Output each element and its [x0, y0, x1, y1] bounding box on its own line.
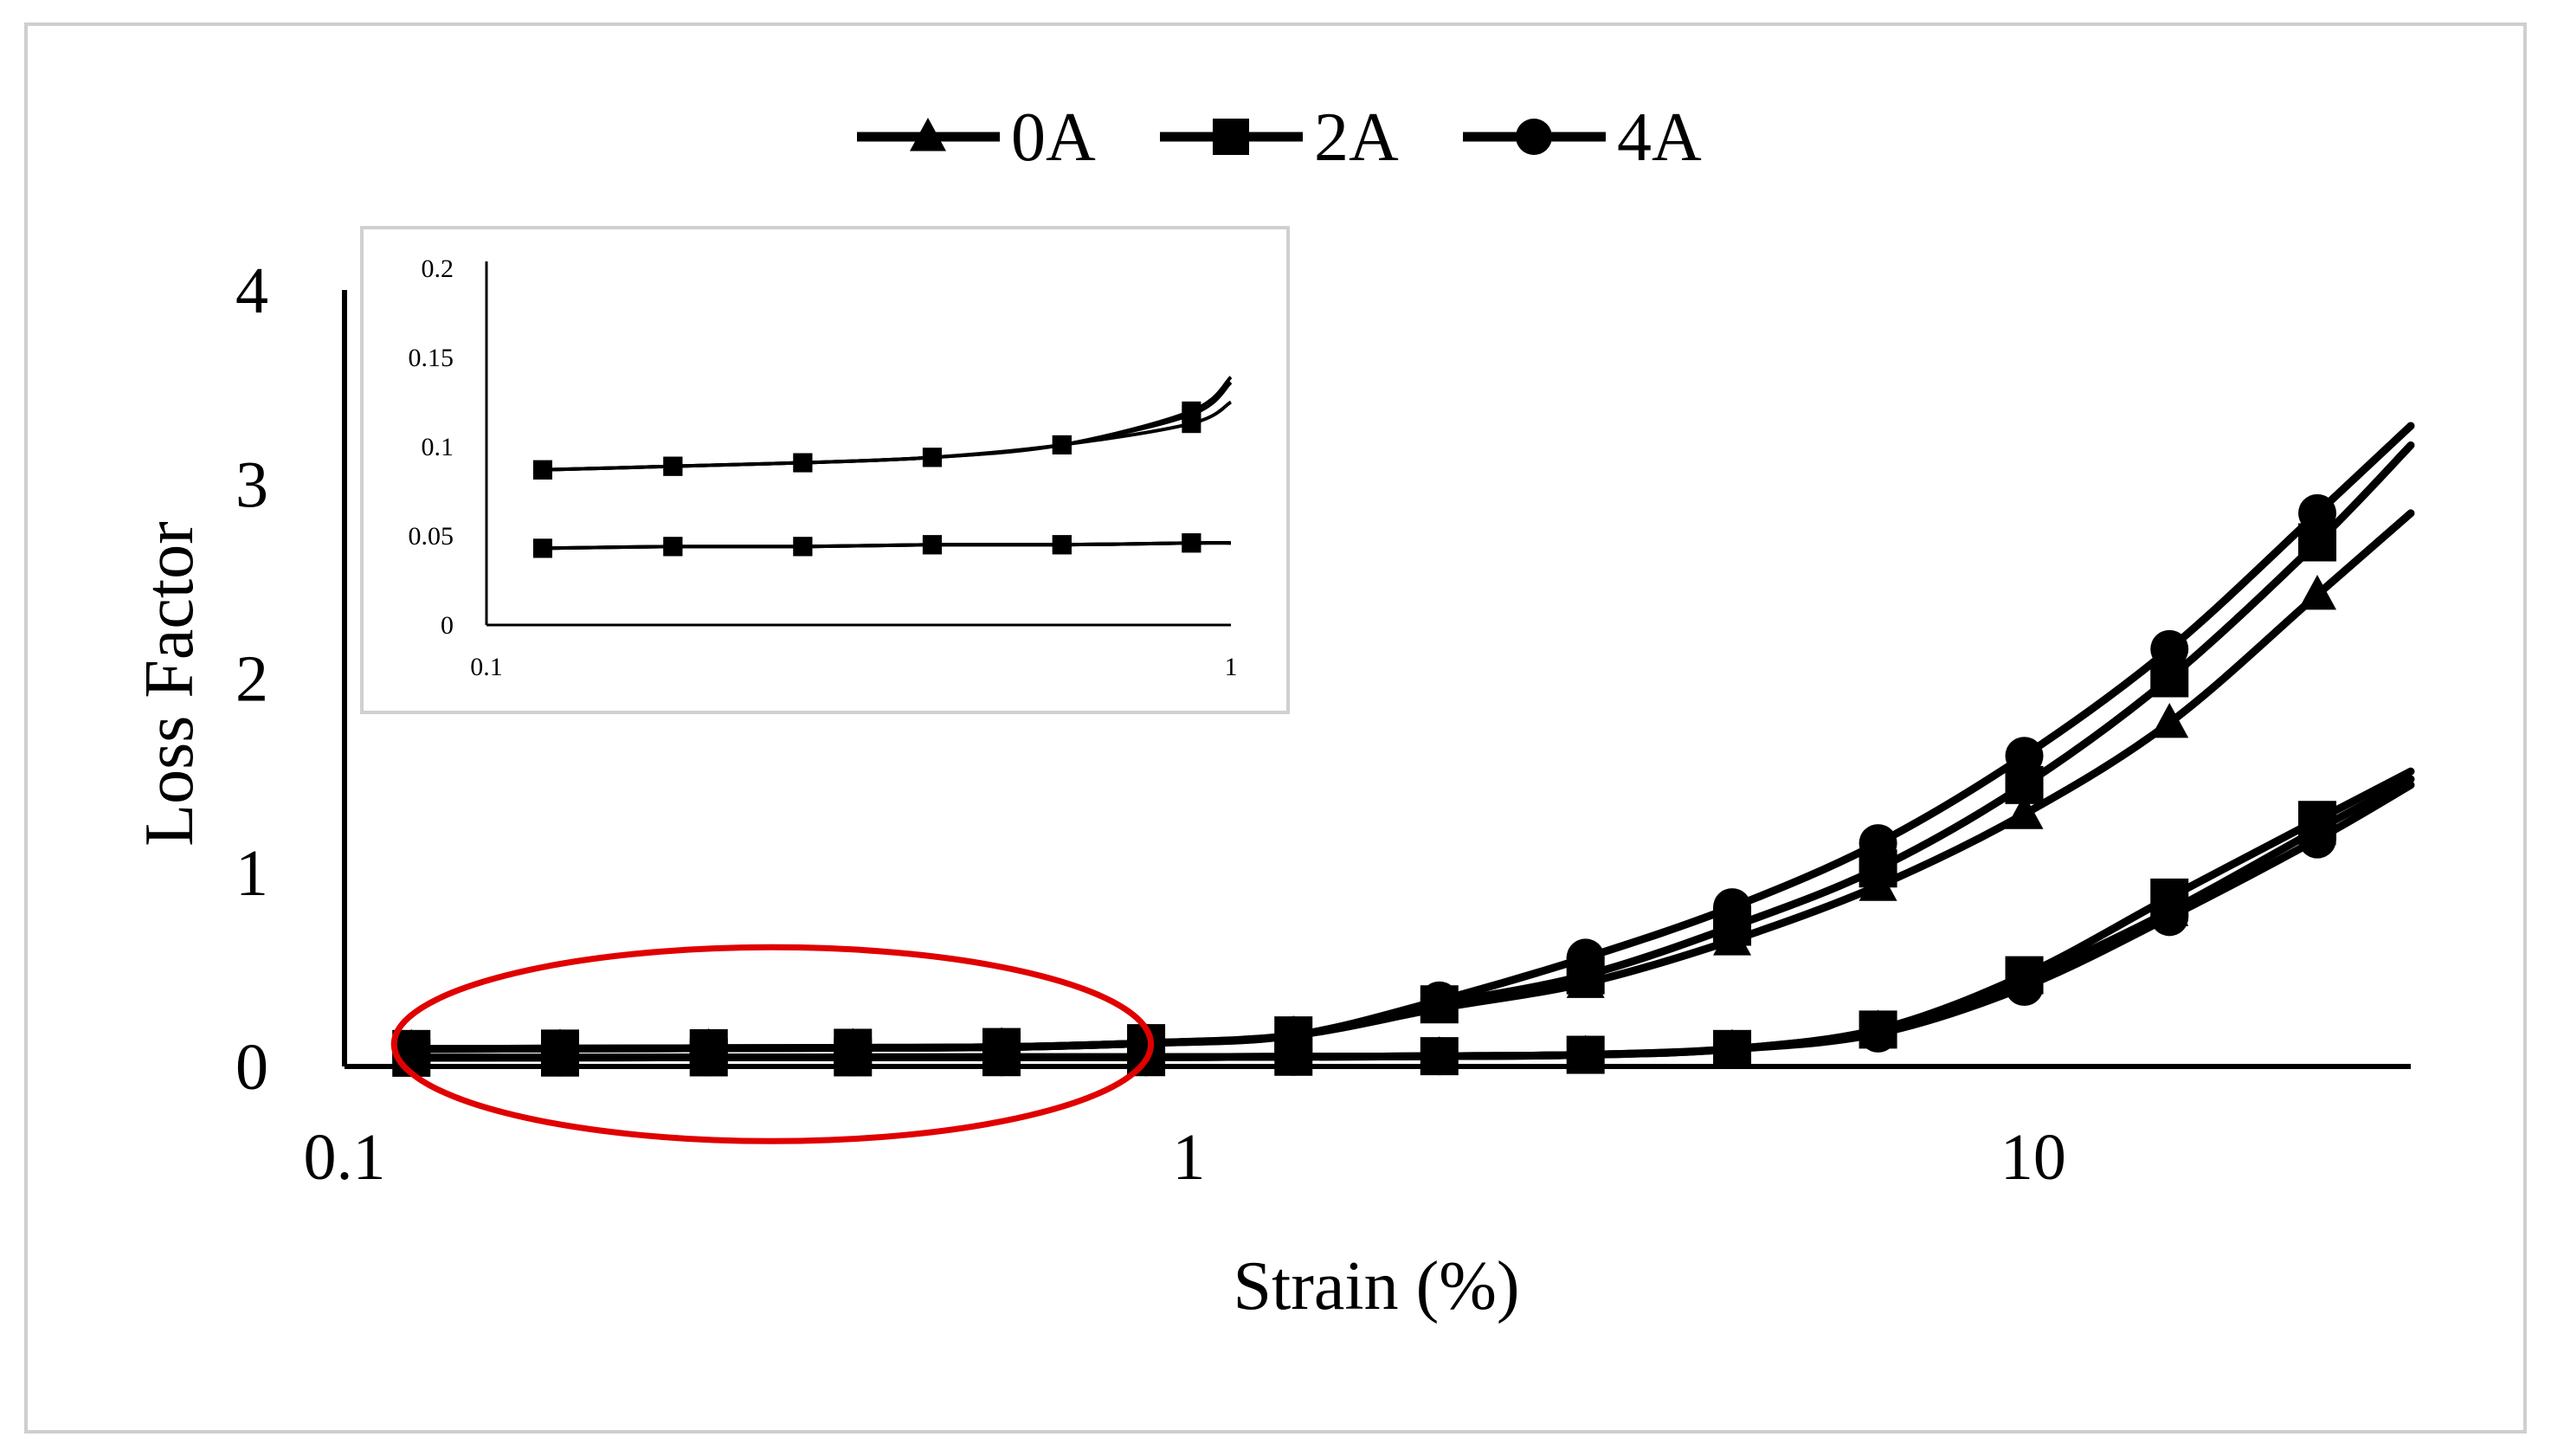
inset-x-tick-label: 0.1: [470, 653, 503, 681]
legend-marker-2A: [1213, 119, 1249, 155]
data-point-4A-lower: [834, 1038, 873, 1077]
inset-data-point-4A-upper: [1182, 401, 1201, 421]
data-point-4A-lower: [2005, 968, 2044, 1007]
data-point-4A-upper: [1858, 824, 1897, 863]
inset-data-point-4A-upper: [793, 453, 813, 473]
data-point-4A-lower: [1713, 1029, 1752, 1068]
main-axes: [342, 290, 2411, 1069]
legend: 0A 2A 4A: [857, 100, 1702, 176]
legend-marker-4A: [1516, 119, 1552, 155]
data-point-4A-lower: [2150, 898, 2189, 937]
data-point-4A-upper: [2298, 493, 2337, 532]
data-point-4A-lower: [540, 1038, 579, 1077]
legend-marker-0A: [910, 117, 946, 151]
data-point-0A-upper: [2150, 702, 2189, 738]
inset-y-tick-label: 0.2: [422, 254, 454, 283]
x-tick-label: 1: [1172, 1121, 1205, 1194]
data-point-0A-upper: [2298, 574, 2337, 610]
inset-y-tick-label: 0.05: [409, 522, 454, 551]
inset-y-tick-label: 0.15: [409, 344, 454, 372]
x-axis-label: Strain (%): [1233, 1248, 1519, 1324]
inset-data-point-4A-upper: [922, 448, 942, 467]
data-point-4A-lower: [982, 1038, 1021, 1077]
y-tick-label: 4: [235, 254, 268, 327]
data-point-4A-lower: [1420, 1037, 1459, 1076]
legend-label-4A: 4A: [1617, 100, 1702, 176]
legend-label-2A: 2A: [1314, 100, 1399, 176]
inset-y-tick-label: 0.1: [422, 433, 454, 461]
data-point-4A-lower: [1566, 1035, 1605, 1074]
data-point-4A-upper: [1566, 938, 1605, 977]
highlight-ellipse: [390, 944, 1155, 1144]
data-point-4A-lower: [1274, 1037, 1313, 1076]
inset-data-point-4A-lower: [922, 535, 942, 555]
inset-axes: [485, 261, 1231, 627]
x-tick-label: 10: [2000, 1121, 2066, 1194]
inset-data-point-4A-lower: [663, 537, 683, 557]
y-axis-label: Loss Factor: [132, 521, 208, 847]
data-point-4A-lower: [2298, 820, 2337, 859]
main-series: [392, 422, 2415, 1077]
data-point-4A-upper: [2150, 629, 2189, 668]
data-point-4A-lower: [1858, 1014, 1897, 1053]
y-tick-label: 2: [235, 643, 268, 716]
y-tick-label: 1: [235, 837, 268, 910]
inset-data-point-4A-upper: [663, 456, 683, 476]
inset-data-point-4A-lower: [793, 537, 813, 557]
main-annotation: [390, 944, 1155, 1144]
data-point-4A-upper: [1420, 981, 1459, 1020]
inset-chart: 0.1 1 0 0.05 0.1 0.15 0.2: [360, 226, 1290, 714]
y-tick-label: 0: [235, 1031, 268, 1104]
inset-series: [532, 376, 1233, 558]
y-tick-label: 3: [235, 448, 268, 521]
data-point-4A-upper: [2005, 737, 2044, 776]
data-point-4A-upper: [1713, 888, 1752, 927]
inset-x-tick-label: 1: [1225, 653, 1238, 681]
inset-y-tick-label: 0: [441, 611, 454, 640]
inset-frame: [360, 226, 1290, 714]
inset-tick-labels: 0.1 1 0 0.05 0.1 0.15 0.2: [409, 254, 1238, 681]
legend-label-0A: 0A: [1011, 100, 1096, 176]
x-tick-label: 0.1: [304, 1121, 386, 1194]
data-point-4A-lower: [689, 1038, 728, 1077]
inset-data-point-4A-upper: [532, 460, 552, 480]
inset-data-point-4A-lower: [1182, 533, 1201, 553]
inset-data-point-4A-lower: [1052, 535, 1072, 555]
data-point-0A-upper: [2005, 794, 2044, 829]
inset-data-point-4A-lower: [532, 538, 552, 558]
inset-data-point-4A-upper: [1052, 435, 1072, 454]
